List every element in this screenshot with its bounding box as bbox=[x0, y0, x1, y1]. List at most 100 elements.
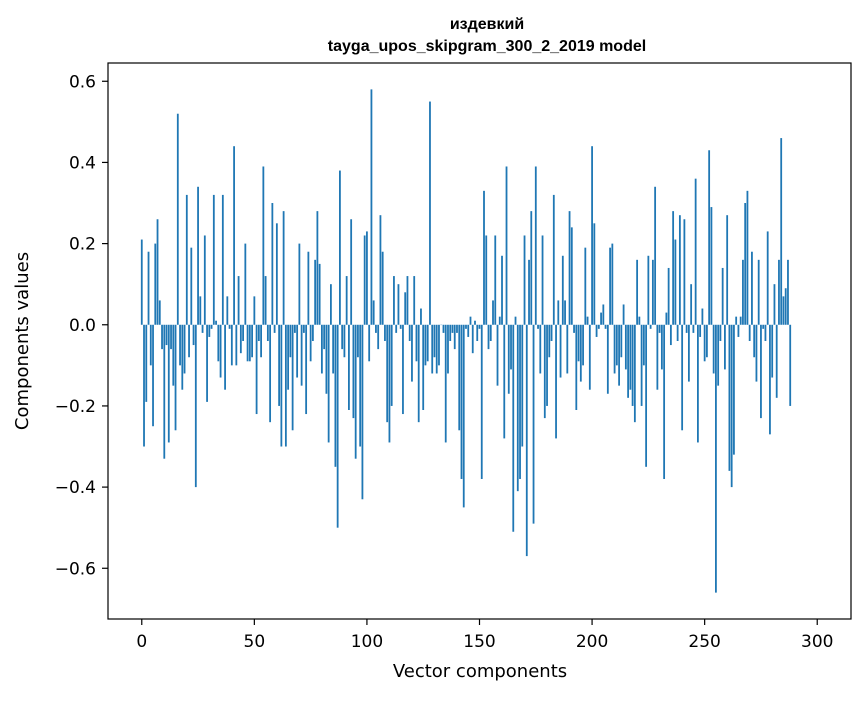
bar-187 bbox=[562, 256, 564, 325]
x-tick-label: 200 bbox=[576, 632, 608, 652]
bar-111 bbox=[391, 325, 393, 406]
bar-139 bbox=[454, 325, 456, 349]
bar-198 bbox=[587, 317, 589, 325]
bar-256 bbox=[717, 325, 719, 386]
bar-45 bbox=[242, 325, 244, 341]
bar-277 bbox=[765, 325, 767, 341]
bar-284 bbox=[780, 138, 782, 325]
bar-73 bbox=[305, 325, 307, 414]
bar-68 bbox=[294, 325, 296, 333]
bar-180 bbox=[546, 325, 548, 406]
bar-257 bbox=[720, 325, 722, 341]
bar-164 bbox=[510, 325, 512, 370]
bar-19 bbox=[184, 325, 186, 374]
bar-254 bbox=[713, 325, 715, 374]
bar-182 bbox=[551, 325, 553, 341]
bar-225 bbox=[647, 256, 649, 325]
bar-197 bbox=[584, 248, 586, 325]
bar-215 bbox=[625, 325, 627, 370]
bar-113 bbox=[395, 325, 397, 333]
bar-204 bbox=[600, 313, 602, 325]
bar-79 bbox=[319, 264, 321, 325]
bar-153 bbox=[485, 235, 487, 324]
bar-246 bbox=[695, 179, 697, 325]
bar-172 bbox=[528, 260, 530, 325]
bar-91 bbox=[346, 276, 348, 325]
bar-75 bbox=[310, 325, 312, 362]
bar-53 bbox=[260, 325, 262, 357]
bar-264 bbox=[735, 317, 737, 325]
bar-131 bbox=[436, 325, 438, 374]
bar-77 bbox=[314, 260, 316, 325]
bar-158 bbox=[497, 325, 499, 386]
bar-220 bbox=[636, 260, 638, 325]
bar-206 bbox=[605, 325, 607, 329]
bar-81 bbox=[323, 325, 325, 349]
bar-149 bbox=[476, 325, 478, 341]
bar-80 bbox=[321, 325, 323, 374]
bar-78 bbox=[316, 211, 318, 325]
bar-90 bbox=[344, 325, 346, 357]
bar-1 bbox=[143, 325, 145, 447]
bar-179 bbox=[544, 325, 546, 418]
bar-234 bbox=[668, 268, 670, 325]
bar-166 bbox=[515, 317, 517, 325]
bar-200 bbox=[591, 146, 593, 325]
bar-84 bbox=[330, 284, 332, 325]
bar-203 bbox=[598, 325, 600, 329]
bar-196 bbox=[582, 325, 584, 366]
bar-185 bbox=[557, 300, 559, 324]
bar-243 bbox=[688, 325, 690, 382]
chart-title-line-1: издевкий bbox=[450, 16, 524, 33]
bar-260 bbox=[726, 215, 728, 325]
bar-167 bbox=[517, 325, 519, 491]
bar-138 bbox=[452, 325, 454, 333]
bar-29 bbox=[206, 325, 208, 402]
bar-95 bbox=[355, 325, 357, 459]
bar-92 bbox=[348, 325, 350, 410]
bar-6 bbox=[154, 244, 156, 325]
bar-7 bbox=[157, 219, 159, 325]
bar-98 bbox=[362, 325, 364, 500]
bar-211 bbox=[616, 325, 618, 366]
bar-171 bbox=[526, 325, 528, 556]
bar-101 bbox=[368, 325, 370, 362]
bar-261 bbox=[729, 325, 731, 471]
bar-136 bbox=[447, 325, 449, 374]
bar-8 bbox=[159, 300, 161, 324]
bar-43 bbox=[238, 276, 240, 325]
x-tick-label: 250 bbox=[688, 632, 720, 652]
x-tick-label: 0 bbox=[136, 632, 147, 652]
bar-163 bbox=[508, 325, 510, 394]
bar-235 bbox=[670, 325, 672, 345]
y-axis-label: Components values bbox=[12, 252, 33, 430]
bar-67 bbox=[292, 325, 294, 431]
bar-214 bbox=[623, 304, 625, 324]
bar-82 bbox=[326, 325, 328, 394]
bar-106 bbox=[380, 215, 382, 325]
bar-4 bbox=[150, 325, 152, 366]
x-tick-label: 100 bbox=[351, 632, 383, 652]
bar-227 bbox=[652, 260, 654, 325]
bar-18 bbox=[181, 325, 183, 390]
bar-223 bbox=[643, 325, 645, 366]
bar-259 bbox=[724, 325, 726, 370]
bar-117 bbox=[404, 292, 406, 324]
bar-199 bbox=[589, 325, 591, 390]
bar-74 bbox=[307, 252, 309, 325]
bar-130 bbox=[434, 325, 436, 357]
bar-229 bbox=[656, 325, 658, 390]
bar-34 bbox=[217, 325, 219, 362]
bar-232 bbox=[663, 325, 665, 479]
bar-242 bbox=[686, 325, 688, 333]
bar-28 bbox=[204, 235, 206, 324]
bar-186 bbox=[560, 325, 562, 378]
x-axis-label: Vector components bbox=[393, 661, 567, 682]
bar-44 bbox=[240, 325, 242, 353]
bar-176 bbox=[537, 325, 539, 329]
bar-128 bbox=[429, 102, 431, 325]
bar-216 bbox=[627, 325, 629, 398]
bar-102 bbox=[371, 89, 373, 324]
bar-155 bbox=[490, 325, 492, 341]
bar-267 bbox=[742, 260, 744, 325]
